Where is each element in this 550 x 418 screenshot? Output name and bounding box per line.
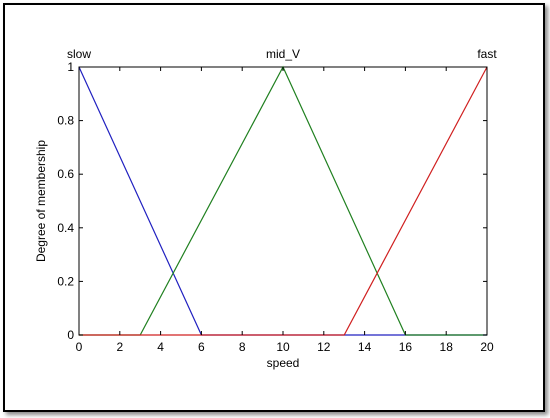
y-tick-label: 0.4	[57, 221, 74, 235]
x-tick-label: 18	[440, 340, 454, 354]
series-label-mid_V: mid_V	[266, 47, 300, 61]
x-tick-label: 20	[480, 340, 494, 354]
x-tick-label: 10	[276, 340, 290, 354]
x-axis-label: speed	[267, 356, 300, 370]
series-label-fast: fast	[477, 47, 497, 61]
x-tick-label: 14	[358, 340, 372, 354]
x-tick-label: 2	[116, 340, 123, 354]
x-tick-label: 0	[76, 340, 83, 354]
x-tick-label: 8	[239, 340, 246, 354]
series-label-slow: slow	[67, 47, 91, 61]
y-axis-label: Degree of membership	[34, 140, 48, 262]
series-line-fast	[79, 66, 488, 336]
y-tick-label: 0.2	[57, 274, 74, 288]
axes-box	[78, 66, 488, 336]
x-tick-label: 6	[198, 340, 205, 354]
y-tick-label: 0.6	[57, 167, 74, 181]
y-tick-label: 0	[67, 328, 74, 342]
y-axis-ticks: 0 0.2 0.4 0.6 0.8 1	[57, 60, 487, 342]
plot-area	[78, 66, 488, 336]
x-tick-label: 12	[317, 340, 331, 354]
figure-frame: 0 2 4 6 8 10 12 14 16 18 20 0 0.2 0.4 0.6 0.8 1 slow mid…	[3, 3, 545, 412]
x-axis-ticks: 0 2 4 6 8 10 12 14 16 18 20	[76, 67, 494, 354]
y-tick-label: 0.8	[57, 114, 74, 128]
y-tick-label: 1	[67, 60, 74, 74]
x-tick-label: 16	[399, 340, 413, 354]
series-labels: slow mid_V fast	[67, 47, 497, 61]
membership-chart: 0 2 4 6 8 10 12 14 16 18 20 0 0.2 0.4 0.6 0.8 1 slow mid…	[34, 47, 497, 370]
x-tick-label: 4	[157, 340, 164, 354]
